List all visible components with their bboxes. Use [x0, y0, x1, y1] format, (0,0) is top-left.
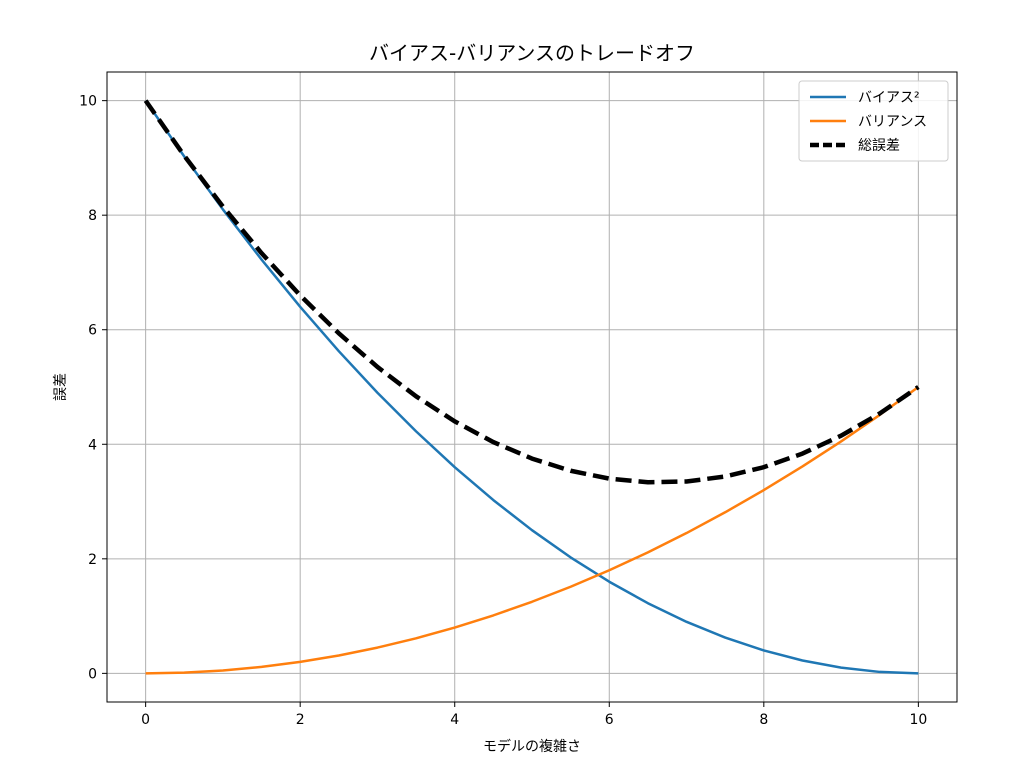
- x-tick-label: 4: [450, 712, 459, 728]
- x-tick-label: 6: [605, 712, 614, 728]
- legend-label-1: バリアンス: [858, 114, 927, 130]
- y-tick-label: 6: [88, 323, 97, 339]
- x-tick-label: 0: [141, 712, 150, 728]
- legend-box: [798, 80, 949, 162]
- series-line-2: [143, 99, 920, 485]
- y-tick-label: 0: [88, 666, 97, 682]
- grid: [107, 72, 957, 702]
- y-tick-label: 2: [88, 552, 97, 568]
- legend-label-0: バイアス²: [858, 90, 920, 106]
- series-line-1: [145, 385, 920, 675]
- plot-frame: [106, 71, 958, 703]
- chart-title: バイアス-バリアンスのトレードオフ: [369, 41, 695, 65]
- y-tick-label: 10: [79, 94, 97, 110]
- x-tick-label: 8: [759, 712, 768, 728]
- y-axis-label: 誤差: [53, 373, 69, 401]
- x-tick-label: 10: [909, 712, 927, 728]
- axis-ticks: 0 2 4 6 8 10 0 2 4 6 8 10: [79, 94, 927, 728]
- series-lines: [143, 99, 920, 675]
- x-tick-label: 2: [296, 712, 305, 728]
- y-tick-label: 4: [88, 437, 97, 453]
- legend-label-2: 総誤差: [858, 138, 900, 154]
- series-line-0: [144, 99, 919, 675]
- x-axis-label: モデルの複雑さ: [483, 738, 581, 755]
- y-tick-label: 8: [88, 208, 97, 224]
